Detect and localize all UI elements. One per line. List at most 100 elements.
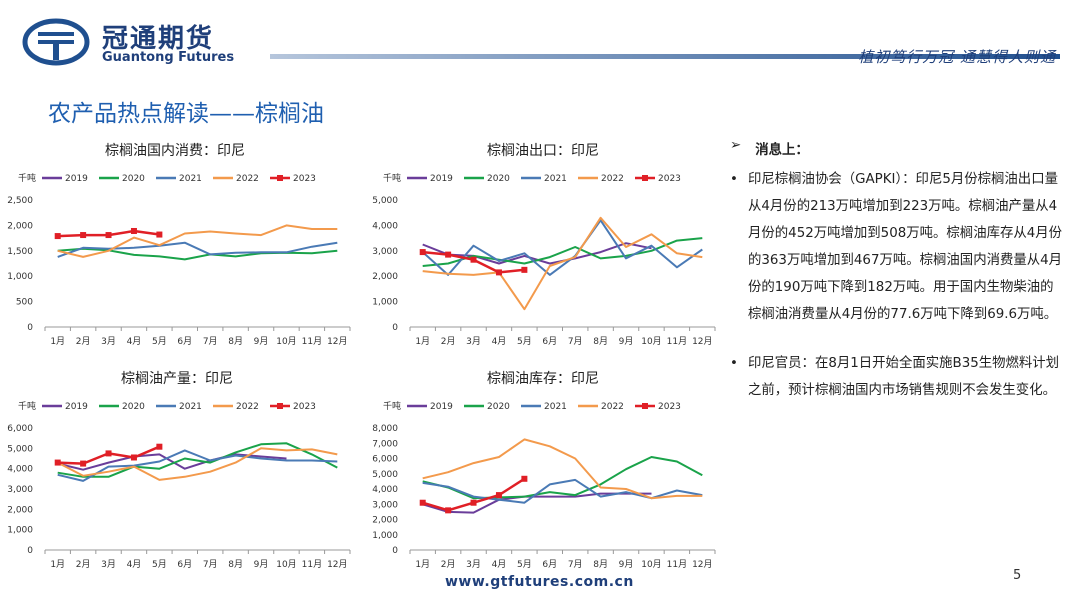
x-tick-label: 6月: [177, 336, 192, 347]
data-point-2023: [419, 499, 426, 506]
x-tick-label: 8月: [593, 336, 608, 347]
y-tick-label: 0: [392, 323, 398, 333]
y-tick-label: 1,000: [372, 531, 398, 541]
legend-label: 2021: [544, 174, 567, 184]
news-heading: ➢ 消息上：: [730, 138, 1065, 158]
series-line-2022: [57, 224, 338, 258]
x-tick-label: 3月: [466, 559, 481, 570]
legend-label: 2020: [487, 402, 510, 412]
x-tick-label: 2月: [76, 559, 91, 570]
x-tick-label: 8月: [228, 559, 243, 570]
series-line-2021: [422, 478, 703, 504]
x-tick-label: 5月: [152, 559, 167, 570]
legend-label: 2021: [544, 402, 567, 412]
chart-export: 千吨 2019 2020 2021 2022 2023 0 1,000 2,000 3,000 4,…: [372, 172, 716, 347]
data-point-2023: [80, 232, 87, 239]
news-panel: ➢ 消息上： • 印尼棕榈油协会（GAPKI）：印尼5月份棕榈油出口量从4月份的…: [730, 138, 1065, 418]
legend-marker: [277, 175, 283, 181]
x-tick-label: 3月: [466, 336, 481, 347]
y-tick-label: 2,000: [372, 272, 398, 282]
unit-label: 千吨: [18, 400, 36, 412]
x-tick-label: 4月: [127, 559, 142, 570]
y-tick-label: 2,000: [372, 516, 398, 526]
chart-title-production: 棕榈油产量：印尼: [121, 371, 233, 387]
y-tick-label: 1,500: [7, 247, 33, 257]
legend-label: 2023: [293, 174, 316, 184]
x-tick-label: 5月: [517, 336, 532, 347]
legend-marker: [277, 403, 283, 409]
x-tick-label: 6月: [542, 559, 557, 570]
arrow-icon: ➢: [730, 138, 742, 153]
chart-title-export: 棕榈油出口：印尼: [487, 143, 599, 159]
x-tick-label: 11月: [667, 559, 687, 570]
news-item-text: 印尼棕榈油协会（GAPKI）：印尼5月份棕榈油出口量从4月份的213万吨增加到2…: [748, 172, 1063, 322]
x-tick-label: 11月: [302, 559, 322, 570]
data-point-2023: [130, 454, 137, 461]
header-divider: [270, 54, 1060, 59]
x-tick-label: 8月: [228, 336, 243, 347]
y-tick-label: 4,000: [372, 485, 398, 495]
x-tick-label: 10月: [276, 559, 296, 570]
legend-label: 2021: [179, 402, 202, 412]
y-tick-label: 5,000: [372, 196, 398, 206]
series-line-2022: [422, 216, 703, 311]
series-line-2022: [57, 447, 338, 481]
news-heading-label: 消息上：: [755, 143, 809, 158]
legend-marker: [642, 175, 648, 181]
x-tick-label: 1月: [415, 336, 430, 347]
series-line-2021: [57, 449, 338, 482]
y-tick-label: 2,000: [7, 221, 33, 231]
legend-label: 2022: [236, 174, 259, 184]
x-tick-label: 9月: [619, 336, 634, 347]
data-point-2023: [521, 475, 528, 482]
chart-production: 千吨 2019 2020 2021 2022 2023 0 1,000 2,000 3,000 4,…: [7, 400, 351, 570]
chart-consumption: 千吨 2019 2020 2021 2022 2023 0 500 1,000 1,500 2,00…: [7, 172, 351, 347]
x-tick-label: 6月: [542, 336, 557, 347]
x-tick-label: 7月: [568, 336, 583, 347]
x-tick-label: 7月: [203, 336, 218, 347]
y-tick-label: 500: [16, 298, 33, 308]
x-tick-label: 2月: [441, 336, 456, 347]
data-point-2023: [470, 256, 477, 263]
guantong-logo: [22, 18, 90, 66]
legend-label: 2023: [658, 402, 681, 412]
x-tick-label: 1月: [415, 559, 430, 570]
unit-label: 千吨: [383, 400, 401, 412]
bullet-icon: •: [730, 356, 738, 371]
y-tick-label: 4,000: [7, 465, 33, 475]
news-item-text: 印尼官员：在8月1日开始全面实施B35生物燃料计划之前，预计棕榈油国内市场销售规…: [748, 356, 1060, 398]
y-tick-label: 5,000: [372, 470, 398, 480]
y-tick-label: 6,000: [7, 424, 33, 434]
y-tick-label: 3,000: [7, 485, 33, 495]
series-line-2021: [422, 219, 703, 276]
legend-label: 2019: [430, 402, 453, 412]
x-tick-label: 12月: [692, 336, 712, 347]
x-tick-label: 1月: [50, 559, 65, 570]
legend-marker: [642, 403, 648, 409]
series-line-2020: [57, 442, 338, 478]
x-tick-label: 10月: [641, 559, 661, 570]
data-point-2023: [54, 459, 61, 466]
y-tick-label: 5,000: [7, 444, 33, 454]
legend-label: 2022: [601, 174, 624, 184]
y-tick-label: 3,000: [372, 500, 398, 510]
brand-name-cn: 冠通期货: [102, 24, 215, 54]
x-tick-label: 4月: [492, 559, 507, 570]
data-point-2023: [419, 249, 426, 256]
legend-label: 2021: [179, 174, 202, 184]
series-line-2020: [422, 456, 703, 500]
legend-label: 2019: [65, 174, 88, 184]
data-point-2023: [156, 443, 163, 450]
data-point-2023: [105, 450, 112, 457]
x-tick-label: 9月: [254, 559, 269, 570]
y-tick-label: 3,000: [372, 247, 398, 257]
unit-label: 千吨: [383, 172, 401, 184]
data-point-2023: [495, 269, 502, 276]
legend-label: 2023: [293, 402, 316, 412]
data-point-2023: [80, 460, 87, 467]
y-tick-label: 1,000: [7, 272, 33, 282]
x-tick-label: 9月: [254, 336, 269, 347]
series-line-2021: [57, 241, 338, 258]
data-point-2023: [445, 251, 452, 258]
news-item: • 印尼官员：在8月1日开始全面实施B35生物燃料计划之前，预计棕榈油国内市场销…: [730, 350, 1065, 404]
